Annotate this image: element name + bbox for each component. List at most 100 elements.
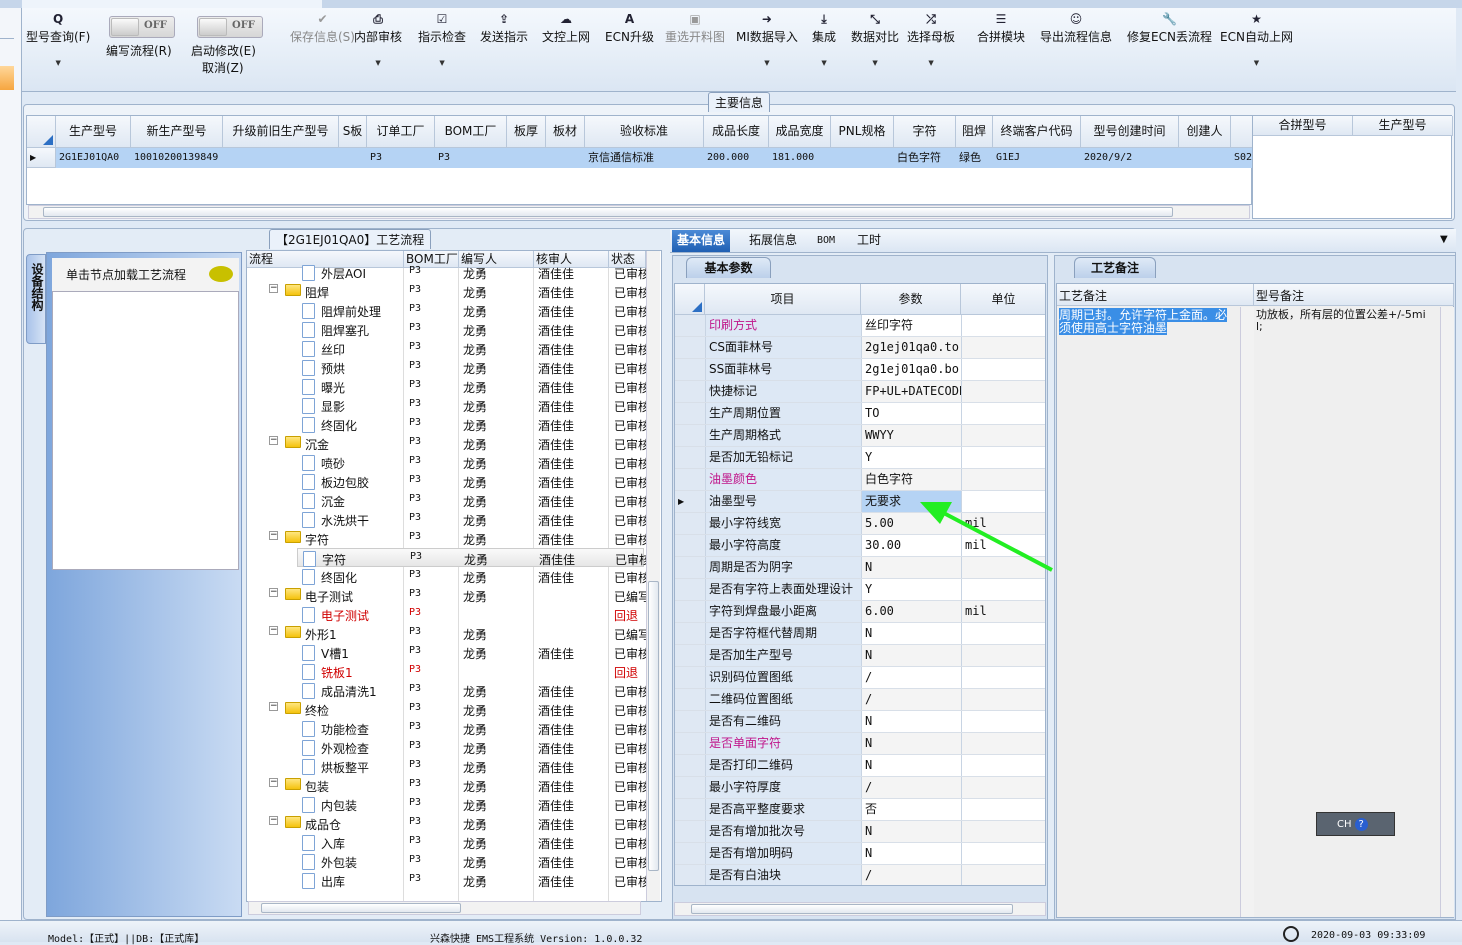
column-header[interactable]: 板厚 — [507, 116, 546, 148]
tree-node[interactable]: 终固化 P3 龙勇 酒佳佳 已审核 — [247, 415, 646, 434]
row-header[interactable] — [675, 381, 705, 402]
grid-cell[interactable] — [1179, 148, 1231, 168]
tree-node[interactable]: 铣板1 P3 回退 — [247, 662, 644, 681]
flow-column-header[interactable]: 核审人 — [534, 251, 609, 268]
tree-node[interactable]: 字符 P3 龙勇 酒佳佳 已审核 — [297, 548, 647, 567]
column-header[interactable]: 型号创建时间 — [1081, 116, 1179, 148]
row-header[interactable] — [675, 755, 705, 776]
chevron-down-icon[interactable]: ▼ — [821, 59, 827, 67]
params-column-header[interactable]: 参数 — [861, 284, 961, 315]
tab-3[interactable]: 工时 — [857, 233, 882, 247]
chevron-down-icon[interactable]: ▼ — [928, 59, 934, 67]
model-note-text[interactable]: 功放板，所有层的位置公差+/-5mil; — [1256, 308, 1426, 333]
toolbar-button-13[interactable]: ☺ 导出流程信息 — [1040, 12, 1112, 45]
toolbar-button-9[interactable]: ⤓ 集成 ▼ — [812, 12, 836, 67]
row-header[interactable] — [675, 667, 705, 688]
tree-node[interactable]: − 外形1 P3 龙勇 已编写 — [247, 624, 646, 643]
row-header[interactable] — [675, 733, 705, 754]
row-header[interactable] — [675, 359, 705, 380]
detail-tabs-dropdown[interactable]: ▼ — [1440, 234, 1448, 245]
tree-node[interactable]: 内包装 P3 龙勇 酒佳佳 已审核 — [247, 795, 646, 814]
tree-node[interactable]: 烘板整平 P3 龙勇 酒佳佳 已审核 — [247, 757, 646, 776]
grid-cell[interactable]: P3 — [367, 148, 435, 168]
param-value[interactable]: 2g1ej01qa0.bo — [861, 359, 961, 380]
tree-node[interactable]: 沉金 P3 龙勇 酒佳佳 已审核 — [247, 491, 646, 510]
tree-node[interactable]: 外观检查 P3 龙勇 酒佳佳 已审核 — [247, 738, 646, 757]
toolbar-button-8[interactable]: ➜ MI数据导入 ▼ — [736, 12, 798, 67]
toolbar-button-12[interactable]: ☰ 合拼模块 — [977, 12, 1025, 45]
chevron-down-icon[interactable]: ▼ — [872, 59, 878, 67]
param-value[interactable]: N — [861, 623, 961, 644]
cancel-button[interactable]: 取消(Z) — [202, 61, 244, 75]
grid-cell[interactable]: 2G1EJ01QA0 — [56, 148, 131, 168]
column-header[interactable]: 生产型号 — [56, 116, 131, 148]
param-value[interactable]: 30.00 — [861, 535, 961, 556]
tree-node[interactable]: 阻焊塞孔 P3 龙勇 酒佳佳 已审核 — [247, 320, 646, 339]
param-row[interactable]: 是否有字符上表面处理设计 Y — [675, 579, 1045, 601]
param-row[interactable]: 生产周期格式 WWYY — [675, 425, 1045, 447]
grid-cell[interactable] — [223, 148, 339, 168]
row-header[interactable]: ▶ — [675, 491, 705, 512]
tree-node[interactable]: 水洗烘干 P3 龙勇 酒佳佳 已审核 — [247, 510, 646, 529]
row-header[interactable] — [675, 469, 705, 490]
row-header[interactable] — [675, 821, 705, 842]
column-header[interactable]: 验收标准 — [585, 116, 704, 148]
tab-process-remarks[interactable]: 工艺备注 — [1074, 257, 1156, 278]
param-row[interactable]: 印刷方式 丝印字符 — [675, 315, 1045, 337]
toggle-switch-0[interactable]: OFF — [109, 16, 175, 38]
param-row[interactable]: 油墨颜色 白色字符 — [675, 469, 1045, 491]
tree-node[interactable]: 功能检查 P3 龙勇 酒佳佳 已审核 — [247, 719, 646, 738]
param-value[interactable]: TO — [861, 403, 961, 424]
column-header[interactable]: 终端客户代码 — [993, 116, 1081, 148]
ime-indicator[interactable]: CH ? — [1316, 812, 1395, 836]
grid-cell[interactable]: 白色字符 — [894, 148, 956, 168]
row-header[interactable] — [675, 315, 705, 336]
param-value[interactable]: WWYY — [861, 425, 961, 446]
process-note-scroll[interactable] — [1240, 307, 1254, 917]
param-row[interactable]: 是否有增加明码 N — [675, 843, 1045, 865]
row-header[interactable] — [675, 623, 705, 644]
param-row[interactable]: 是否加无铅标记 Y — [675, 447, 1045, 469]
column-header[interactable]: 板材 — [546, 116, 585, 148]
param-row[interactable]: 最小字符线宽 5.00 mil — [675, 513, 1045, 535]
chevron-down-icon[interactable]: ▼ — [375, 59, 381, 67]
grid-cell[interactable]: 京信通信标准 — [585, 148, 704, 168]
grid-cell[interactable] — [507, 148, 546, 168]
row-header[interactable] — [675, 447, 705, 468]
collapse-icon[interactable]: − — [269, 816, 278, 825]
tree-node[interactable]: 外包装 P3 龙勇 酒佳佳 已审核 — [247, 852, 646, 871]
param-value[interactable]: / — [861, 667, 961, 688]
collapse-icon[interactable]: − — [269, 531, 278, 540]
grid-cell[interactable]: 10010200139849 — [131, 148, 223, 168]
param-value[interactable]: N — [861, 557, 961, 578]
param-row[interactable]: 字符到焊盘最小距离 6.00 mil — [675, 601, 1045, 623]
tree-node[interactable]: − 终检 P3 龙勇 酒佳佳 已审核 — [247, 700, 646, 719]
param-value[interactable]: Y — [861, 447, 961, 468]
row-header[interactable] — [675, 557, 705, 578]
row-header[interactable] — [675, 579, 705, 600]
tab-1[interactable]: 拓展信息 — [749, 233, 798, 247]
vertical-tab[interactable]: 设备结构 — [26, 254, 46, 344]
toolbar-button-11[interactable]: ⤮ 选择母板 ▼ — [907, 12, 955, 67]
flow-column-header[interactable]: 流程 — [247, 251, 404, 268]
flow-column-header[interactable]: 编写人 — [459, 251, 534, 268]
param-row[interactable]: ▶ 油墨型号 无要求 — [675, 491, 1045, 513]
column-header[interactable]: PNL规格 — [831, 116, 894, 148]
column-header[interactable] — [1231, 116, 1253, 148]
param-value[interactable]: 丝印字符 — [861, 315, 961, 336]
tree-node[interactable]: 入库 P3 龙勇 酒佳佳 已审核 — [247, 833, 646, 852]
param-value[interactable]: N — [861, 733, 961, 754]
tree-node[interactable]: 阻焊前处理 P3 龙勇 酒佳佳 已审核 — [247, 301, 646, 320]
flow-vscroll[interactable] — [646, 251, 660, 901]
left-edge-tab[interactable] — [0, 66, 14, 90]
param-value[interactable]: / — [861, 865, 961, 885]
column-header[interactable]: S板 — [339, 116, 367, 148]
param-value[interactable]: 6.00 — [861, 601, 961, 622]
collapse-icon[interactable]: − — [269, 626, 278, 635]
row-header[interactable] — [675, 535, 705, 556]
param-value[interactable]: N — [861, 821, 961, 842]
toolbar-button-4[interactable]: ⇪ 发送指示 — [480, 12, 528, 45]
grid-cell[interactable] — [339, 148, 367, 168]
grid-cell[interactable]: 2020/9/2 — [1081, 148, 1179, 168]
chevron-down-icon[interactable]: ▼ — [55, 59, 61, 67]
